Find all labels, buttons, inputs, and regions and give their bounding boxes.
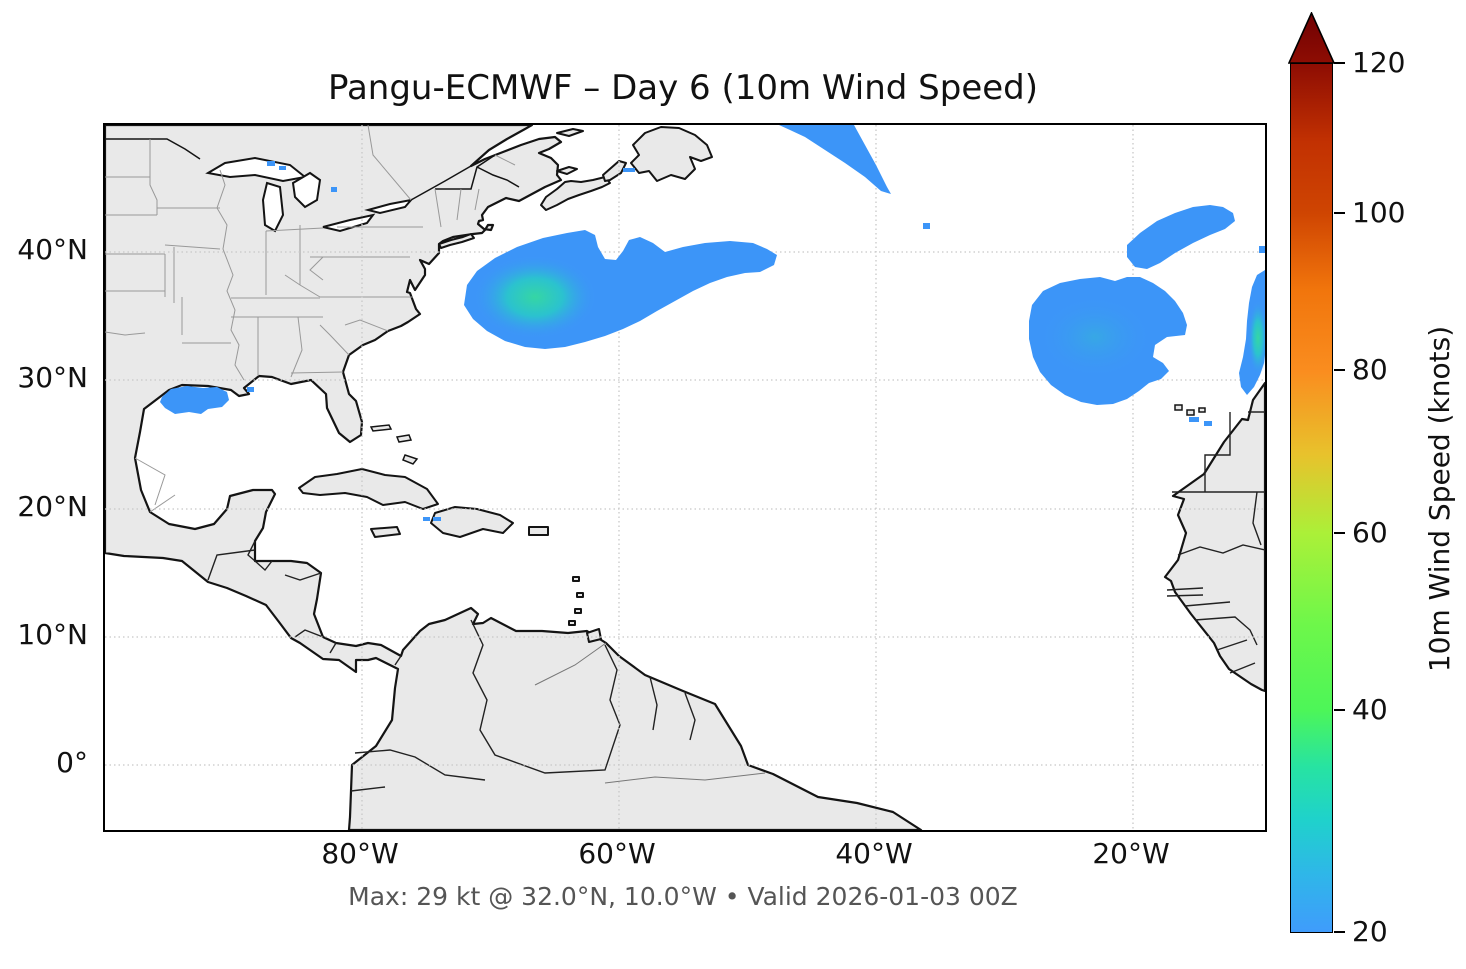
land-atlantic-canada [540, 126, 713, 211]
max-value-caption: Max: 29 kt @ 32.0°N, 10.0°W • Valid 2026… [348, 882, 1018, 911]
wind-core-east-atlantic [1037, 295, 1153, 379]
map-svg [105, 125, 1265, 830]
ytick-30n: 30°N [17, 361, 88, 394]
wind-speck [1204, 421, 1212, 426]
ytick-10n: 10°N [17, 618, 88, 651]
wind-speck [623, 168, 635, 172]
rivers-and-borders [105, 138, 520, 201]
colorbar-tick-label-80: 80 [1352, 353, 1388, 386]
land-americas [105, 125, 923, 830]
colorbar-tick-label-120: 120 [1352, 46, 1406, 79]
south-america-borders [207, 540, 696, 792]
colorbar-tick [1334, 931, 1345, 933]
colorbar-tick [1334, 369, 1345, 371]
colorbar [1290, 63, 1333, 933]
wind-speck [1259, 246, 1265, 253]
state-borders [105, 125, 516, 513]
ytick-0: 0° [56, 746, 88, 779]
wind-patch-ne-diagonal [1127, 205, 1235, 269]
colorbar-tick-label-40: 40 [1352, 693, 1388, 726]
xtick-20w: 20°W [1092, 837, 1170, 870]
colorbar-tick [1334, 709, 1345, 711]
colorbar-extend-arrow [1288, 12, 1335, 64]
land-caribbean [298, 233, 602, 643]
xtick-80w: 80°W [321, 837, 399, 870]
wind-speck [267, 161, 275, 166]
xtick-40w: 40°W [835, 837, 913, 870]
wind-speck [423, 517, 430, 521]
wind-speck [279, 166, 286, 170]
colorbar-tick-label-20: 20 [1352, 915, 1388, 948]
colorbar-tick [1334, 532, 1345, 534]
colorbar-tick-label-100: 100 [1352, 196, 1406, 229]
wind-patch-gulf [160, 386, 229, 414]
wind-patch-north-wedge [779, 125, 891, 194]
map-axes [103, 123, 1267, 832]
wind-core-west-atlantic [473, 255, 597, 339]
wind-speck [1189, 417, 1199, 422]
land-bahamas [369, 424, 419, 465]
xtick-60w: 60°W [578, 837, 656, 870]
colorbar-axis-label: 10m Wind Speed (knots) [1423, 325, 1456, 673]
great-lakes [205, 156, 414, 233]
wind-core-morocco [1248, 300, 1265, 376]
wind-speck [923, 223, 930, 229]
colorbar-tick-label-60: 60 [1352, 516, 1388, 549]
wind-contours [160, 125, 1265, 521]
plot-title: Pangu-ECMWF – Day 6 (10m Wind Speed) [327, 68, 1039, 108]
land-africa [1163, 381, 1265, 693]
rivers [534, 642, 766, 784]
wind-speck [247, 387, 254, 392]
ytick-20n: 20°N [17, 490, 88, 523]
wind-speck [433, 517, 441, 521]
land-canary-islands [1174, 404, 1206, 416]
ytick-40n: 40°N [17, 233, 88, 266]
colorbar-tick [1334, 212, 1345, 214]
wind-speck [331, 187, 337, 192]
colorbar-tick [1334, 62, 1345, 64]
